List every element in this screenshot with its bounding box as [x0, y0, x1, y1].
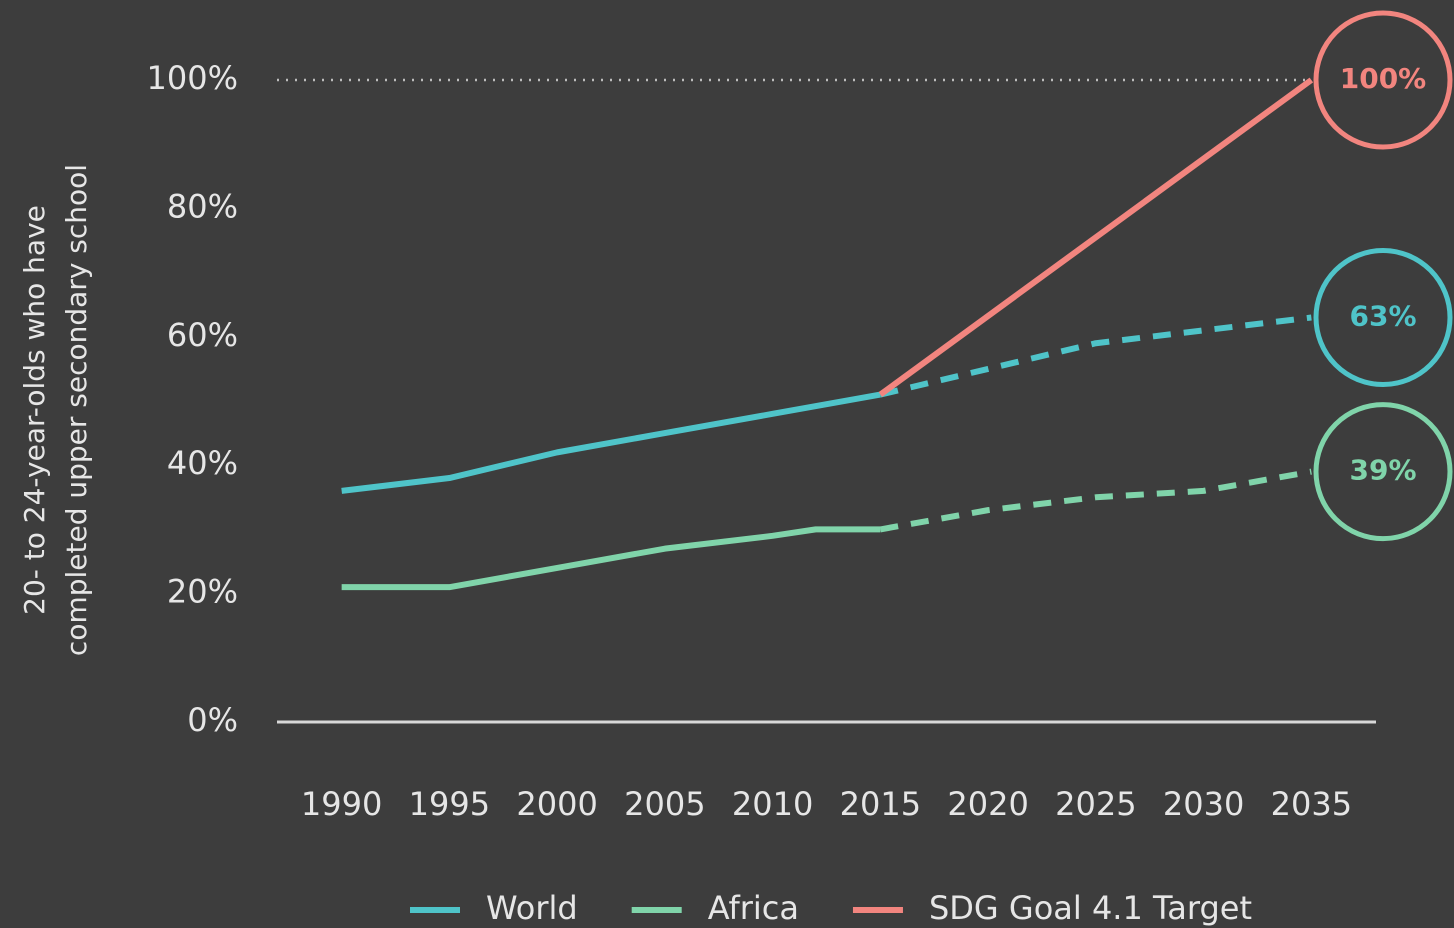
- x-tick-label: 2015: [840, 785, 921, 823]
- y-axis-title: 20- to 24-year-olds who have completed u…: [18, 164, 93, 656]
- projection-line: [879, 468, 1312, 533]
- legend-label: SDG Goal 4.1 Target: [929, 889, 1252, 927]
- end-label-circle: [1313, 248, 1453, 388]
- y-axis-title-line: completed upper secondary school: [60, 164, 93, 656]
- y-tick-label: 20%: [167, 573, 238, 611]
- projection-line: [879, 314, 1312, 398]
- x-tick-label: 1995: [409, 785, 490, 823]
- y-tick-label: 40%: [167, 444, 238, 482]
- y-tick-label: 60%: [167, 316, 238, 354]
- y-tick-label: 80%: [167, 187, 238, 225]
- end-label: 100%: [1340, 62, 1427, 95]
- x-tick-label: 2020: [947, 785, 1028, 823]
- line: [341, 526, 881, 591]
- x-tick-label: 2005: [624, 785, 705, 823]
- x-tick-label: 2000: [516, 785, 597, 823]
- end-label: 39%: [1349, 454, 1416, 487]
- x-tick-label: 1990: [301, 785, 382, 823]
- x-tick-label: 2025: [1055, 785, 1136, 823]
- y-tick-label: 0%: [187, 701, 238, 739]
- y-axis-title-line: 20- to 24-year-olds who have: [18, 205, 51, 615]
- end-label-circle: [1313, 10, 1453, 150]
- line: [878, 77, 1314, 398]
- y-tick-label: 100%: [147, 59, 238, 97]
- end-label-circle: [1313, 402, 1453, 542]
- end-label: 63%: [1349, 300, 1416, 333]
- x-tick-label: 2010: [732, 785, 813, 823]
- legend-label: World: [486, 889, 578, 927]
- line: [341, 391, 881, 494]
- x-tick-label: 2030: [1163, 785, 1244, 823]
- x-tick-label: 2035: [1271, 785, 1352, 823]
- legend-label: Africa: [708, 889, 799, 927]
